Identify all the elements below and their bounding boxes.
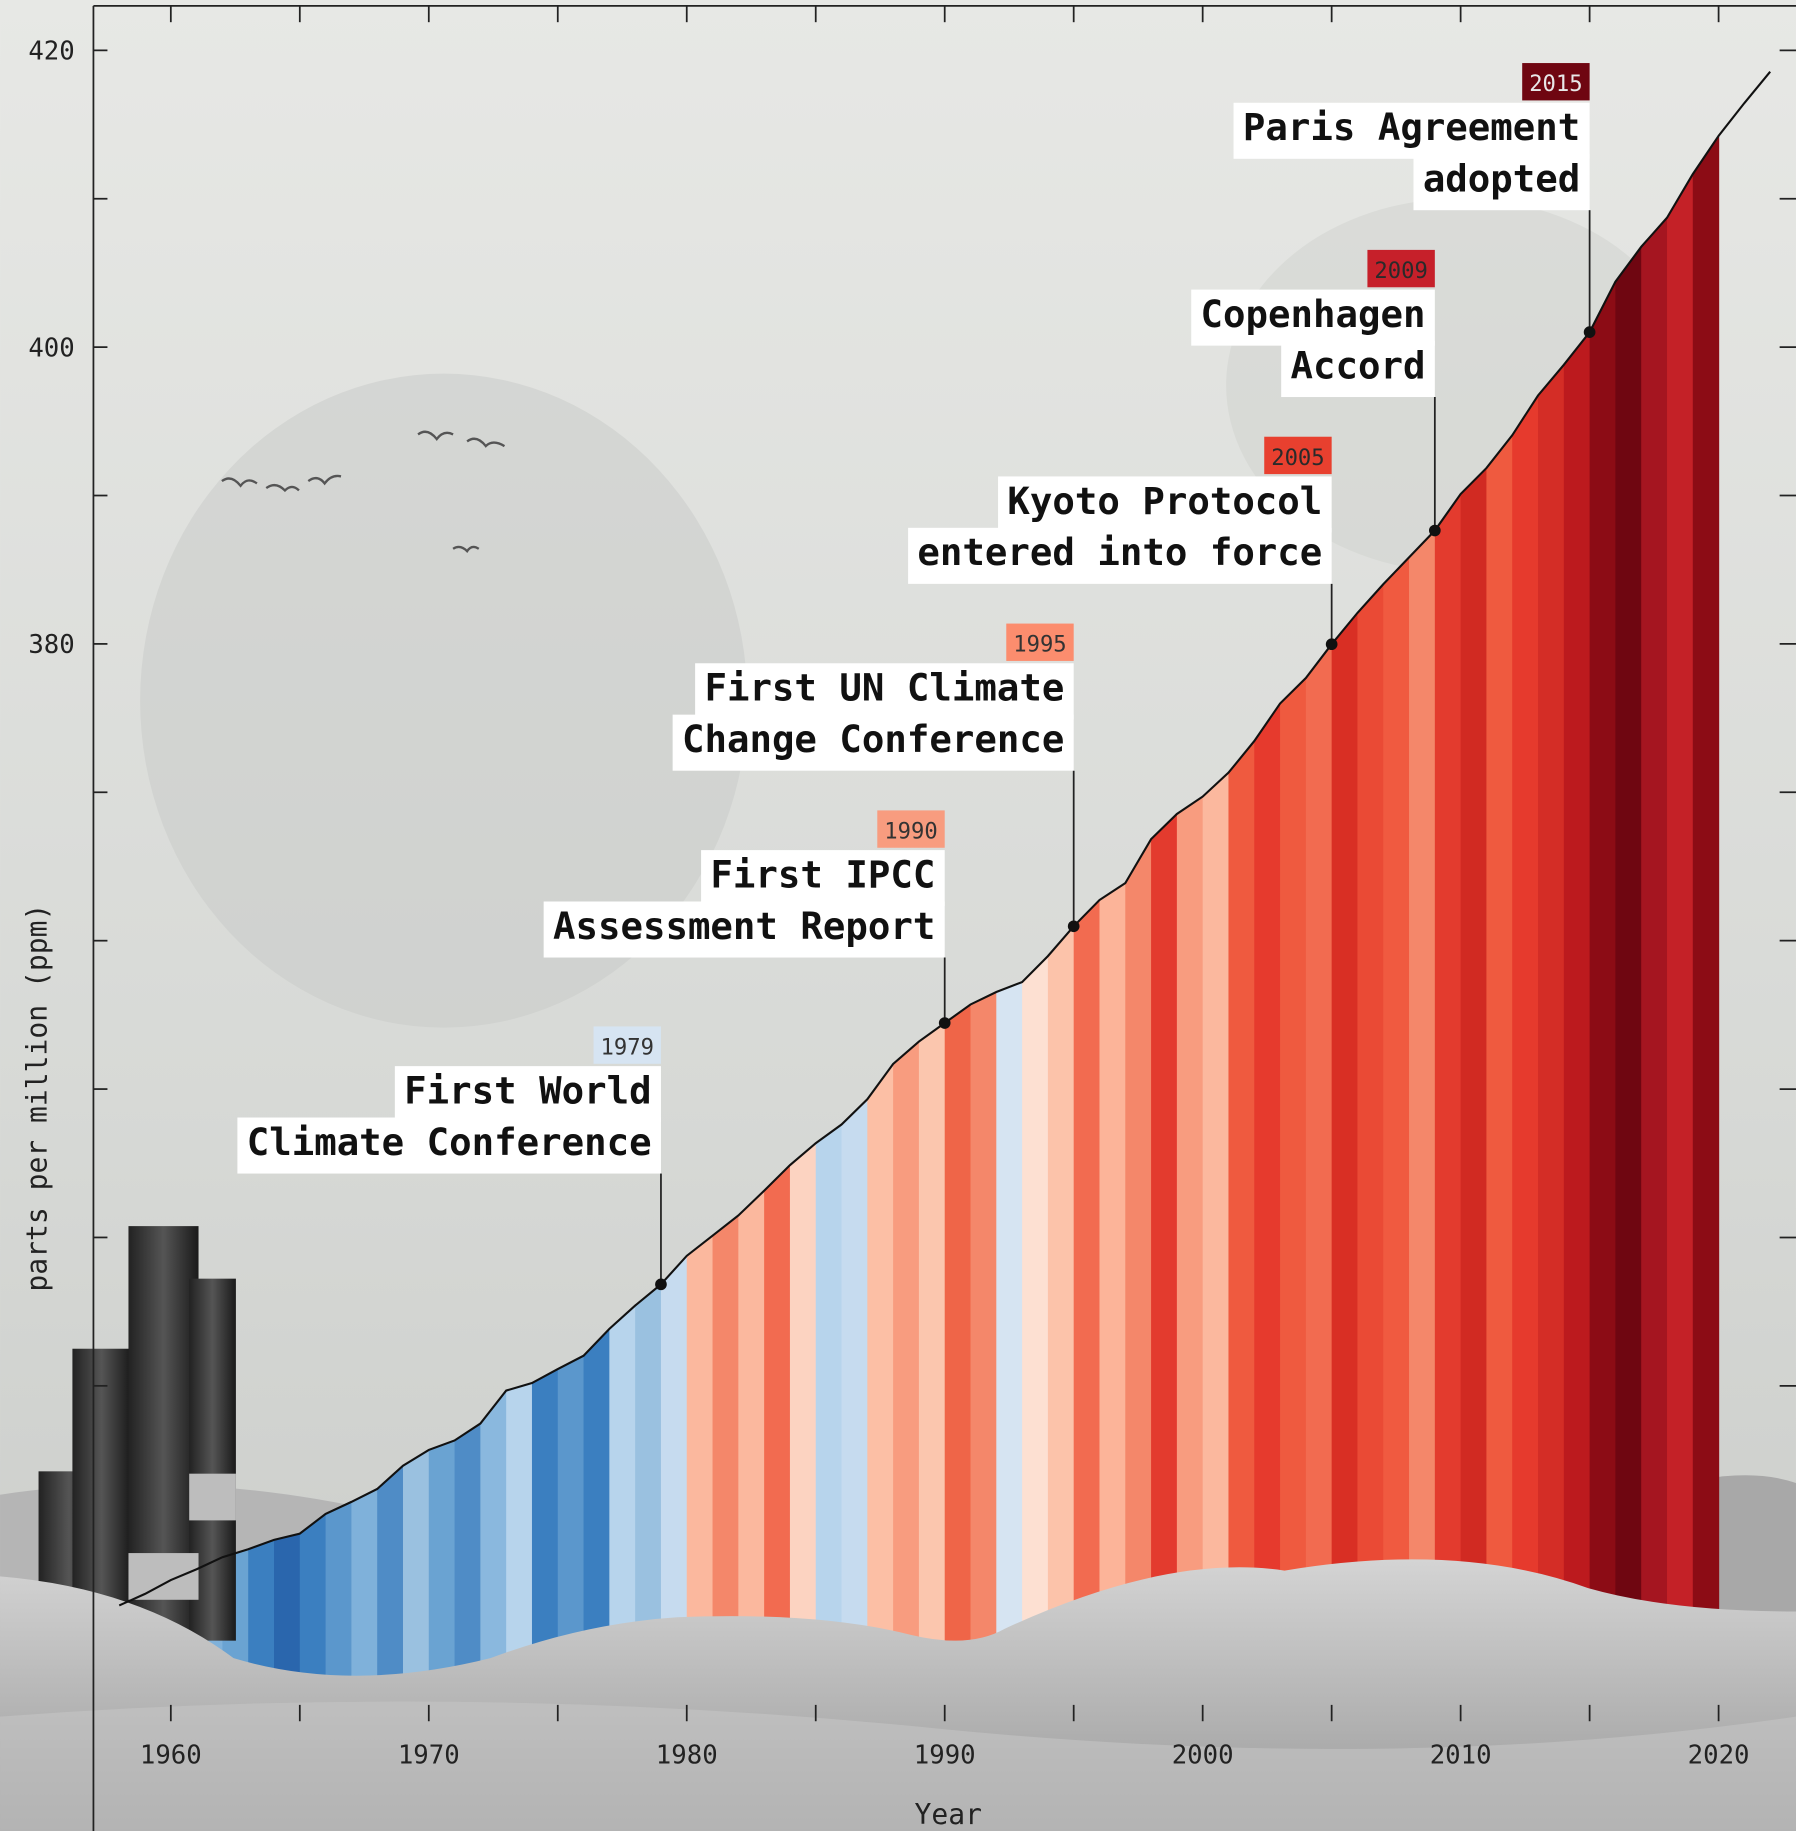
annotation-year: 2009 (1374, 258, 1427, 284)
annotation: Copenhagen Accord 2009 (1191, 249, 1441, 537)
annotation-text: Kyoto Protocol (1007, 479, 1322, 523)
annotation-text: Copenhagen (1201, 292, 1426, 336)
year-badge (1264, 436, 1332, 475)
bird (452, 545, 480, 554)
annotation-text: First World (404, 1069, 651, 1113)
annotation-text: First IPCC (710, 852, 935, 896)
y-tick-label: 380 (28, 630, 74, 660)
annotation-box (543, 901, 945, 958)
annotation-year: 2005 (1271, 445, 1324, 471)
x-axis-label: Year (914, 1798, 981, 1831)
annotation: First World Climate Conference 1979 (237, 1026, 667, 1291)
annotation-box (998, 476, 1332, 533)
annotation: First UN Climate Change Conference 1995 (672, 623, 1080, 933)
annotation-dot (938, 1017, 951, 1029)
annotation: Paris Agreement adopted 2015 (1233, 63, 1596, 338)
bird (221, 477, 258, 488)
annotation-box (394, 1066, 661, 1123)
annotation-box (672, 714, 1074, 771)
bird (265, 483, 300, 493)
annotation-box (695, 663, 1074, 720)
chimneys (38, 1226, 236, 1659)
annotation-text: entered into force (917, 530, 1322, 574)
bird (417, 430, 454, 441)
stripe (1667, 71, 1694, 1831)
annotation-year: 1995 (1013, 632, 1066, 658)
x-tick-label: 2010 (1430, 1740, 1492, 1770)
cloud (140, 373, 748, 1028)
stripe (1641, 71, 1668, 1831)
annotation-text: First UN Climate (704, 666, 1064, 710)
chimney-band (189, 1473, 236, 1521)
annotation-dot (1583, 326, 1596, 338)
birds (221, 430, 506, 554)
annotation-box (701, 850, 945, 907)
stripe (1692, 71, 1720, 1831)
x-tick-label: 1980 (656, 1740, 718, 1770)
annotation-text: Paris Agreement (1243, 105, 1580, 149)
axes: 380 400 420 1960 1970 1980 1990 2000 2010 2020 (28, 5, 1796, 1770)
year-badge (1522, 63, 1590, 101)
annotation-box (1191, 289, 1435, 346)
annotation-dot (1067, 920, 1080, 933)
annotation-text: Change Conference (682, 717, 1064, 761)
year-badge (877, 810, 945, 848)
stripe (1563, 71, 1591, 1831)
annotation-text: Climate Conference (247, 1120, 652, 1164)
year-badge (1006, 623, 1074, 661)
annotation-box (237, 1117, 661, 1174)
annotation-dot (1325, 638, 1338, 651)
annotations: First World Climate Conference 1979 First I… (237, 63, 1596, 1291)
x-tick-label: 2000 (1172, 1740, 1234, 1770)
annotation-text: Accord (1291, 343, 1426, 387)
annotation-year: 1979 (601, 1034, 654, 1060)
y-axis-label: parts per million (ppm) (21, 904, 54, 1292)
annotation-box (908, 527, 1332, 584)
annotation-box (1233, 102, 1590, 159)
x-tick-label: 1970 (398, 1740, 460, 1770)
year-badge (1367, 249, 1435, 288)
annotation-year: 2015 (1529, 71, 1582, 97)
annotation-dot (655, 1278, 667, 1291)
x-tick-label: 1960 (140, 1740, 202, 1770)
annotation: Kyoto Protocol entered into force 2005 (908, 436, 1338, 651)
annotation-box (1413, 154, 1590, 211)
dunes-front (0, 1701, 1796, 1831)
year-badge (593, 1026, 661, 1064)
annotation-text: adopted (1423, 157, 1580, 201)
annotation-year: 1990 (884, 818, 937, 844)
x-tick-label: 1990 (914, 1740, 976, 1770)
bird (466, 437, 506, 448)
stripe (1589, 71, 1616, 1831)
annotation-text: Assessment Report (553, 904, 935, 948)
annotation-dot (1428, 524, 1441, 537)
annotation: First IPCC Assessment Report 1990 (543, 810, 951, 1029)
y-tick-label: 420 (28, 37, 74, 67)
y-tick-label: 400 (28, 333, 74, 363)
bird (307, 474, 342, 486)
chimney-band (128, 1553, 199, 1600)
stripe (1615, 71, 1642, 1831)
x-tick-label: 2020 (1688, 1740, 1750, 1770)
annotation-box (1281, 340, 1435, 398)
